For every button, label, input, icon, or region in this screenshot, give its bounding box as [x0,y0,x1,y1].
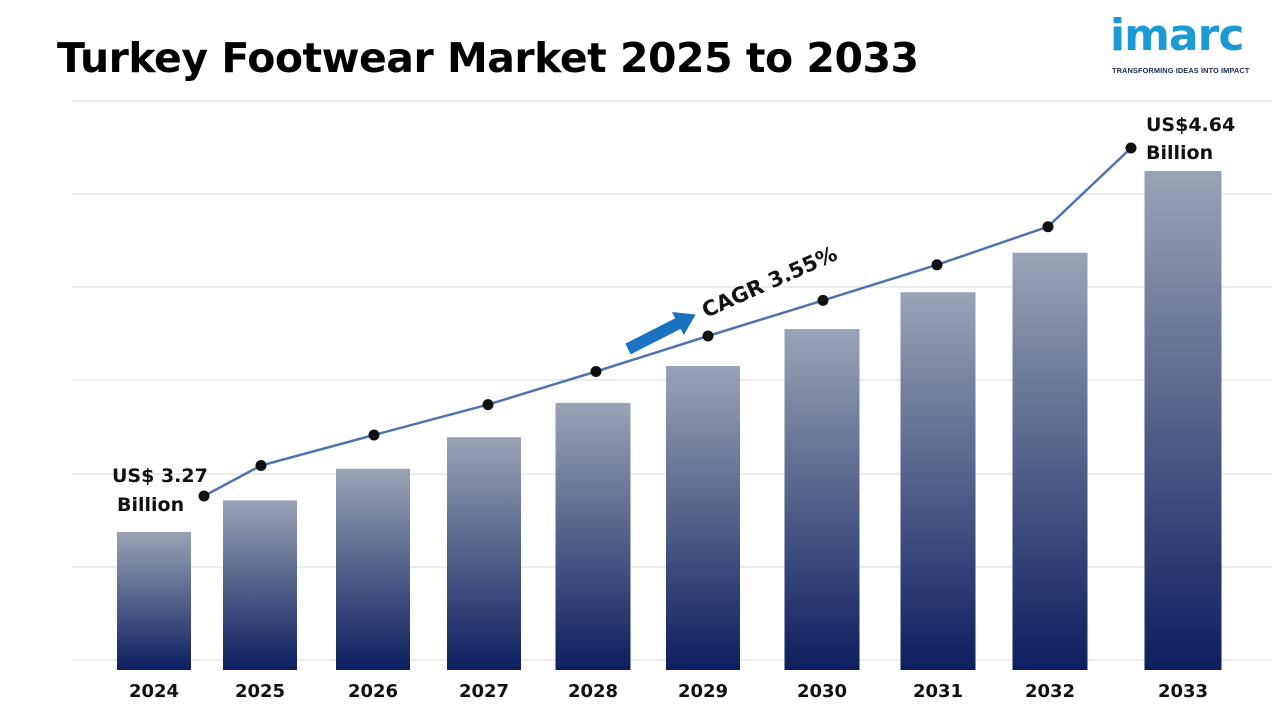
imarc-logo: imarc TRANSFORMING IDEAS INTO IMPACT [1108,6,1274,78]
cagr-arrow [625,311,696,355]
page-title: Turkey Footwear Market 2025 to 2033 [57,34,919,82]
x-tick-label: 2025 [235,681,285,702]
start-value-label-line2: Billion [117,494,184,516]
cagr-label: CAGR 3.55% [698,242,840,323]
bar-2030 [784,329,860,670]
bar-2028 [555,402,631,670]
bar-2031 [900,292,976,670]
bar-2026 [336,468,410,670]
x-tick-label: 2027 [459,681,509,702]
trend-polyline [203,147,1132,498]
x-tick-label: 2030 [797,681,847,702]
x-tick-label: 2033 [1158,681,1208,702]
x-tick-label: 2028 [568,681,618,702]
x-tick-label: 2024 [129,681,179,702]
trend-point [482,399,494,411]
trend-point [817,294,829,306]
end-value-label-line1: US$4.64 [1146,114,1235,136]
trend-point [590,366,602,377]
bar-2033 [1144,171,1222,670]
logo-tagline: TRANSFORMING IDEAS INTO IMPACT [1112,66,1250,75]
trend-point [702,330,714,342]
bar-2024 [117,532,191,670]
trend-point [1125,142,1137,154]
bar-2027 [447,437,521,670]
trend-line [198,142,1137,502]
trend-point [255,460,267,471]
end-value-label-line2: Billion [1146,142,1213,164]
trend-point [931,259,943,271]
x-tick-label: 2032 [1025,681,1075,702]
bars [117,171,1222,670]
trend-point [198,490,210,502]
x-axis-ticks: 2024 2025 2026 2027 2028 2029 2030 2031 2032 2033 [129,681,1208,702]
x-tick-label: 2029 [678,681,728,702]
bar-2032 [1012,252,1088,670]
trend-point [368,429,380,441]
logo-wordmark: imarc [1110,10,1244,61]
start-value-label-line1: US$ 3.27 [112,465,208,487]
x-tick-label: 2026 [348,681,398,702]
bar-2025 [223,500,297,670]
x-tick-label: 2031 [913,681,963,702]
trend-point [1042,221,1054,233]
cagr-arrow-icon [625,311,696,355]
bar-2029 [666,365,740,670]
